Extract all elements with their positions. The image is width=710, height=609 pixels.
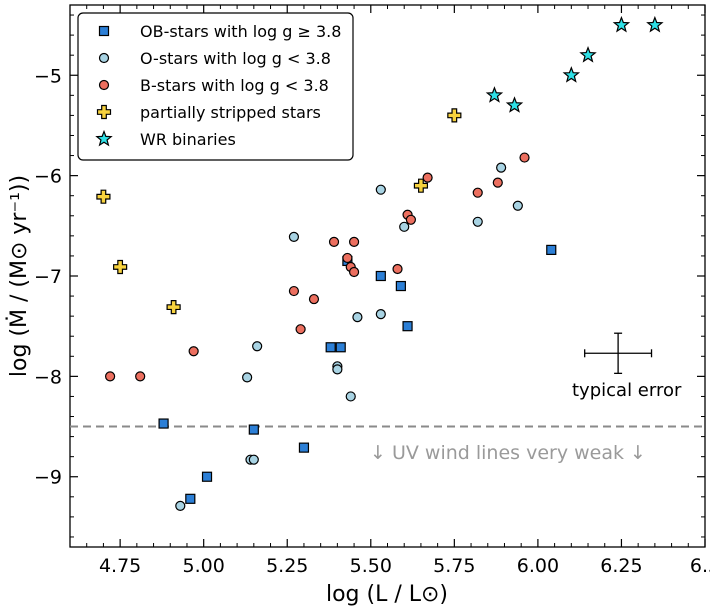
data-point: [422, 172, 433, 183]
x-axis-label: log (L / L⊙): [326, 582, 448, 607]
legend-label-stripped: partially stripped stars: [140, 103, 321, 122]
data-point: [519, 152, 530, 163]
x-tick-label: 6.00: [517, 555, 559, 577]
data-point: [342, 252, 353, 264]
x-tick-label: 5.00: [183, 555, 225, 577]
data-point: [375, 270, 386, 282]
data-point: [402, 321, 413, 332]
data-point: [201, 471, 213, 482]
legend-marker-b: [98, 79, 110, 91]
data-point: [295, 324, 306, 335]
legend-label-wr: WR binaries: [140, 130, 236, 149]
data-point: [496, 162, 507, 173]
data-point: [562, 66, 581, 83]
data-point: [332, 364, 343, 375]
data-point: [612, 15, 631, 33]
data-point: [252, 341, 263, 352]
data-point: [298, 442, 310, 453]
data-point: [485, 86, 504, 103]
x-tick-label: 5.75: [433, 555, 475, 577]
data-point: [135, 371, 146, 382]
data-point: [375, 184, 386, 195]
data-point: [472, 216, 483, 227]
data-point: [242, 372, 253, 383]
legend-label-ob: OB-stars with log g ≥ 3.8: [140, 22, 341, 41]
data-point: [185, 493, 196, 504]
legend-label-o: O-stars with log g < 3.8: [140, 49, 331, 68]
data-point: [447, 108, 462, 123]
legend-marker-o: [98, 52, 110, 64]
data-point: [96, 189, 111, 204]
x-tick-label: 6.5: [690, 555, 710, 577]
legend-marker-wr: [95, 129, 113, 147]
data-point: [399, 221, 410, 232]
data-point: [105, 371, 116, 382]
y-axis-label: log (Ṁ / (M⊙ yr⁻¹)): [6, 175, 32, 377]
data-point: [325, 342, 336, 353]
x-tick-label: 5.50: [350, 555, 392, 577]
data-point: [308, 293, 320, 305]
data-point: [248, 454, 259, 465]
data-point: [646, 15, 664, 33]
data-point: [392, 263, 403, 275]
data-point: [505, 96, 524, 113]
error-bar-label: typical error: [572, 380, 682, 401]
data-point: [288, 285, 300, 297]
data-point: [328, 236, 340, 247]
y-tick-label: −8: [34, 366, 62, 388]
threshold-label: ↓ UV wind lines very weak ↓: [370, 442, 646, 464]
legend: OB-stars with log g ≥ 3.8 O-stars with l…: [77, 12, 354, 161]
x-tick-label: 4.75: [99, 555, 141, 577]
legend-box: [77, 12, 354, 161]
data-point: [348, 236, 360, 247]
data-point: [375, 309, 386, 320]
data-point: [352, 312, 363, 323]
x-tick-label: 6.25: [600, 555, 642, 577]
data-point: [413, 178, 429, 193]
y-tick-label: −6: [34, 166, 62, 188]
data-point: [546, 244, 557, 256]
data-point: [472, 187, 483, 198]
data-point: [405, 214, 416, 225]
data-point: [492, 177, 503, 188]
data-point: [348, 266, 360, 278]
data-point: [345, 391, 356, 402]
y-tick-label: −5: [34, 65, 62, 87]
data-point: [288, 231, 300, 242]
data-point: [512, 200, 523, 211]
data-point: [248, 424, 259, 435]
data-point: [395, 280, 406, 292]
data-point: [158, 418, 169, 429]
legend-label-b: B-stars with log g < 3.8: [140, 76, 329, 95]
data-point: [113, 259, 128, 275]
data-point: [166, 300, 181, 315]
legend-marker-stripped: [96, 104, 112, 120]
y-tick-label: −7: [34, 266, 62, 288]
data-point: [188, 346, 199, 357]
data-point: [335, 342, 346, 353]
legend-marker-ob: [98, 25, 110, 37]
data-point: [175, 500, 186, 511]
x-tick-label: 5.25: [266, 555, 308, 577]
data-point: [579, 46, 597, 63]
y-tick-label: −9: [34, 467, 62, 489]
